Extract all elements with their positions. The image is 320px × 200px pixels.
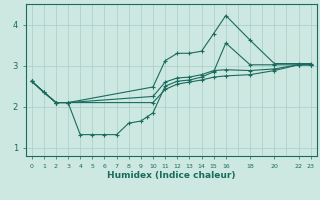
X-axis label: Humidex (Indice chaleur): Humidex (Indice chaleur) [107, 171, 236, 180]
